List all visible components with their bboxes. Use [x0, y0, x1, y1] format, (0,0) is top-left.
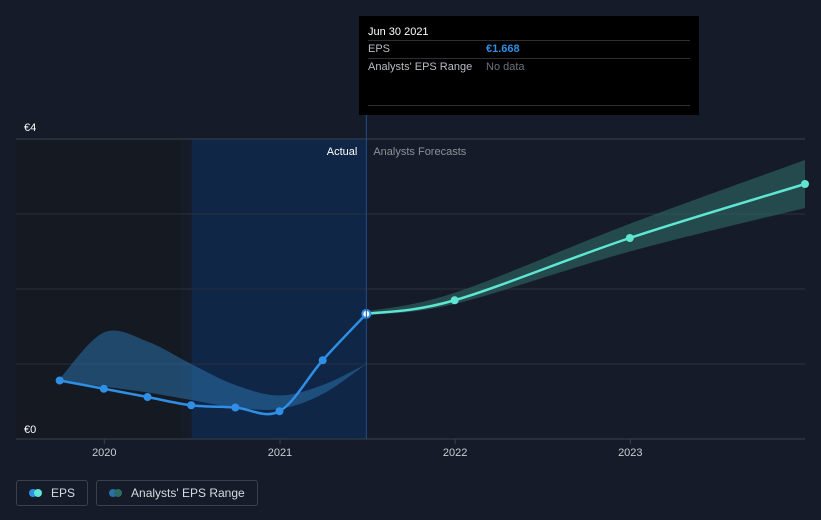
tooltip-range-label: Analysts' EPS Range — [368, 61, 473, 73]
eps-point[interactable] — [99, 384, 108, 393]
eps-point[interactable] — [143, 393, 152, 401]
eps-chart: Actual Analysts Forecasts €4 €0 2020 2021… — [16, 114, 809, 459]
eps-point[interactable] — [318, 356, 327, 365]
legend-label-eps-range: Analysts' EPS Range — [131, 486, 245, 500]
eps-point[interactable] — [55, 376, 64, 385]
legend-item-eps-range[interactable]: Analysts' EPS Range — [96, 480, 258, 506]
eps-range-band — [366, 160, 805, 316]
eps-point[interactable] — [275, 407, 284, 416]
y-tick-label-max: €4 — [24, 122, 36, 134]
y-tick-label-min: €0 — [24, 424, 36, 436]
eps-lines — [59, 182, 806, 416]
tooltip-row-range: Analysts' EPS Range No data — [368, 58, 690, 76]
forecast-label: Analysts Forecasts — [373, 146, 466, 158]
tooltip-divider — [368, 105, 690, 106]
tooltip-date: Jun 30 2021 — [368, 26, 429, 38]
eps-swatch-icon — [29, 489, 43, 497]
eps-point[interactable] — [450, 296, 459, 305]
legend-item-eps[interactable]: EPS — [16, 480, 89, 506]
eps-range-bands — [59, 160, 805, 410]
legend-label-eps: EPS — [51, 486, 76, 500]
eps-points — [55, 180, 809, 416]
eps-point[interactable] — [231, 403, 240, 412]
x-axis-ticks: 2020 2021 2022 2023 — [92, 439, 643, 459]
eps-line — [59, 313, 368, 416]
x-tick-label: 2023 — [618, 447, 642, 459]
eps-range-swatch-icon — [109, 489, 123, 497]
x-tick-label: 2022 — [443, 447, 467, 459]
x-tick-label: 2021 — [268, 447, 292, 459]
tooltip-row-eps: EPS €1.668 — [368, 40, 690, 58]
chart-legend: EPS Analysts' EPS Range — [16, 480, 258, 506]
hover-tooltip: Jun 30 2021 EPS €1.668 Analysts' EPS Ran… — [359, 16, 699, 115]
eps-line — [366, 182, 806, 316]
eps-point[interactable] — [625, 234, 634, 242]
eps-range-band — [59, 330, 367, 410]
actual-label: Actual — [327, 146, 358, 158]
eps-point[interactable] — [187, 401, 196, 410]
tooltip-eps-label: EPS — [368, 43, 391, 55]
x-tick-label: 2020 — [92, 447, 116, 459]
tooltip-eps-value: €1.668 — [486, 43, 520, 55]
eps-point[interactable] — [801, 180, 809, 188]
tooltip-range-value: No data — [486, 61, 525, 73]
